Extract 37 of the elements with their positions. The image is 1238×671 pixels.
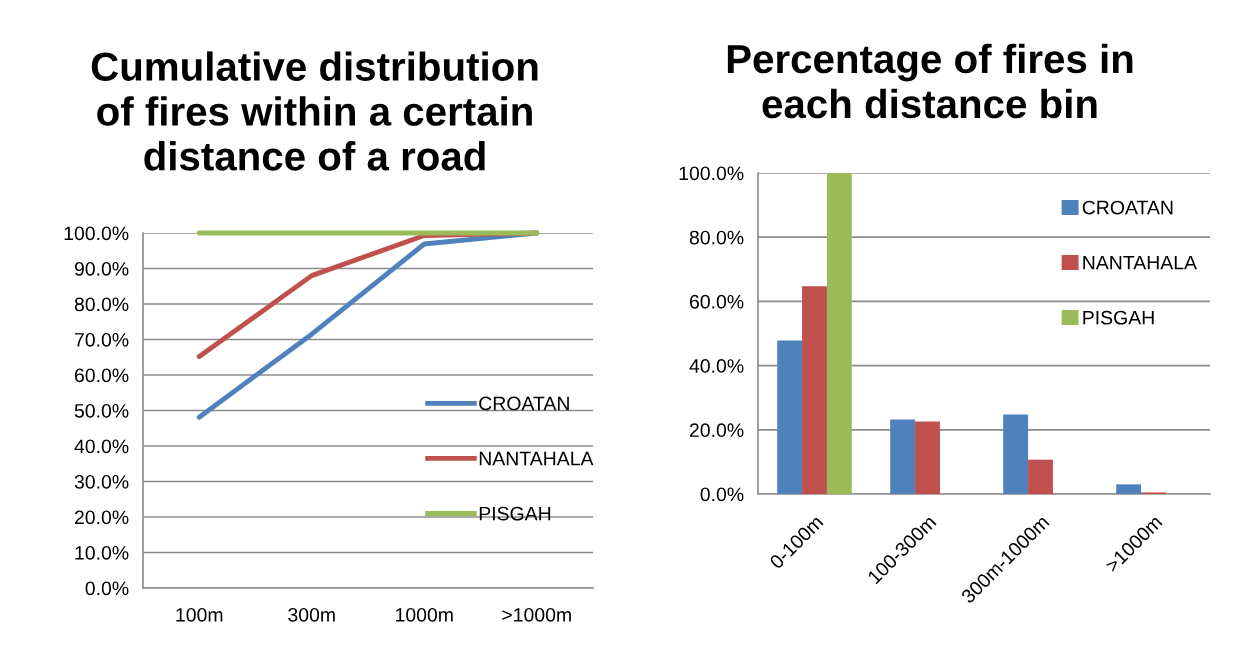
chart-title: Cumulative distribution of fires within a certain distance of a road	[91, 51, 538, 171]
y-tick-label: 100.0%	[64, 226, 129, 241]
y-tick-label: 30.0%	[74, 474, 129, 489]
y-tick-label: 80.0%	[74, 297, 129, 312]
y-tick-label: 20.0%	[74, 510, 129, 525]
bar	[802, 286, 827, 494]
bar	[890, 419, 916, 494]
y-tick-label: 70.0%	[74, 332, 129, 347]
y-tick-label: 60.0%	[689, 294, 744, 309]
x-tick-label: 100m	[176, 607, 223, 622]
legend-label: CROATAN	[479, 396, 569, 411]
bar	[777, 340, 803, 494]
legend-label: CROATAN	[1082, 200, 1173, 215]
bar	[826, 173, 852, 494]
legend-label: PISGAH	[479, 506, 551, 521]
legend-label: NANTAHALA	[479, 451, 594, 466]
y-tick-label: 40.0%	[74, 439, 129, 454]
bar	[1003, 414, 1029, 494]
x-tick-label: 300m	[288, 607, 335, 622]
y-tick-label: 40.0%	[689, 359, 744, 373]
y-tick-label: 10.0%	[75, 545, 129, 560]
y-tick-label: 100.0%	[679, 166, 744, 181]
y-tick-label: 0.0%	[85, 581, 129, 596]
x-tick-label: 1000m	[396, 607, 453, 622]
y-tick-label: 90.0%	[74, 261, 129, 276]
y-tick-label: 60.0%	[74, 368, 129, 383]
bar	[1028, 459, 1053, 494]
chart-title: Percentage of fires in each distance bin	[727, 43, 1133, 119]
bar	[1116, 484, 1142, 494]
x-tick-label: >1000m	[502, 607, 571, 622]
y-tick-label: 50.0%	[74, 403, 129, 418]
y-tick-label: 20.0%	[689, 423, 744, 438]
legend-label: NANTAHALA	[1083, 255, 1197, 270]
bar	[915, 421, 940, 494]
y-tick-label: 0.0%	[700, 487, 744, 502]
y-tick-label: 80.0%	[689, 230, 744, 245]
legend-label: PISGAH	[1083, 310, 1154, 325]
